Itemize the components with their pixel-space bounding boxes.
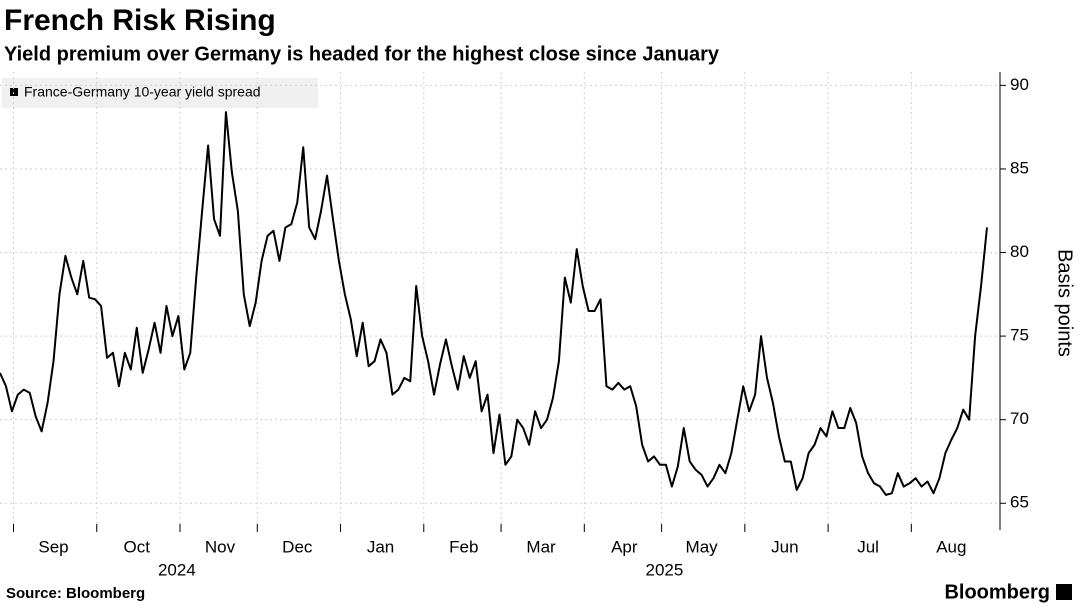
x-tick-label: Apr [611, 537, 638, 556]
legend-box [2, 78, 318, 108]
x-tick-label: Jul [857, 537, 879, 556]
y-tick-label: 75 [1010, 326, 1029, 345]
x-tick-label: Feb [449, 537, 478, 556]
x-tick-label: Dec [282, 537, 313, 556]
x-tick-label: Mar [526, 537, 556, 556]
x-group-label: 2025 [646, 560, 684, 579]
x-tick-label: Aug [936, 537, 966, 556]
x-tick-label: Sep [38, 537, 68, 556]
y-tick-label: 85 [1010, 158, 1029, 177]
legend-label: France-Germany 10-year yield spread [24, 84, 261, 100]
x-tick-label: May [686, 537, 719, 556]
x-tick-label: Nov [205, 537, 236, 556]
source: Source: Bloomberg [6, 585, 145, 602]
x-tick-label: Jun [771, 537, 798, 556]
y-axis-label: Basis points [1054, 249, 1076, 357]
x-tick-label: Jan [367, 537, 394, 556]
x-group-label: 2024 [158, 560, 196, 579]
logo-icon [1056, 584, 1072, 600]
y-tick-label: 80 [1010, 242, 1029, 261]
x-tick-label: Oct [124, 537, 151, 556]
y-tick-label: 70 [1010, 409, 1029, 428]
line-series [0, 111, 988, 496]
logo: Bloomberg [944, 581, 1050, 603]
chart-subtitle: Yield premium over Germany is headed for… [4, 43, 720, 65]
y-tick-label: 90 [1010, 75, 1029, 94]
y-tick-label: 65 [1010, 493, 1029, 512]
chart-title: French Risk Rising [4, 4, 276, 37]
